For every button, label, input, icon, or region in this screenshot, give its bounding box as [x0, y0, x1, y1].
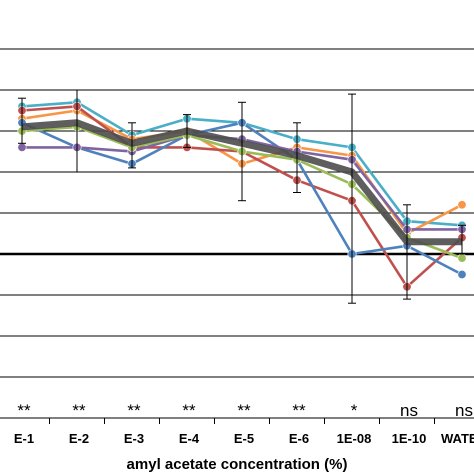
x-tick-label: E-2 — [69, 431, 89, 446]
significance-label: ** — [17, 401, 31, 420]
significance-labels: ** ** ** ** ** ** * ns ns — [17, 401, 473, 420]
error-bars — [18, 89, 466, 304]
significance-label: ** — [72, 401, 86, 420]
significance-label: ** — [182, 401, 196, 420]
x-axis-title: amyl acetate concentration (%) — [127, 456, 348, 473]
significance-label: ns — [455, 401, 473, 420]
x-tick-label: E-3 — [124, 431, 144, 446]
significance-label: ** — [127, 401, 141, 420]
data-point — [457, 269, 467, 279]
data-point — [457, 253, 467, 263]
x-tick-label: E-6 — [289, 431, 309, 446]
x-tick-label: 1E-10 — [392, 431, 427, 446]
x-tick-label: 1E-08 — [337, 431, 372, 446]
x-tick-labels: E-1 E-2 E-3 E-4 E-5 E-6 1E-08 1E-10 WATER — [14, 431, 474, 446]
significance-label: ns — [400, 401, 418, 420]
significance-label: ** — [237, 401, 251, 420]
x-tick-label: E-4 — [179, 431, 200, 446]
significance-label: * — [351, 401, 358, 420]
x-tick-label: E-1 — [14, 431, 34, 446]
x-tick-label: E-5 — [234, 431, 254, 446]
x-tick-label: WATER — [441, 431, 474, 446]
significance-label: ** — [292, 401, 306, 420]
data-point — [457, 200, 467, 210]
data-point — [17, 142, 27, 152]
